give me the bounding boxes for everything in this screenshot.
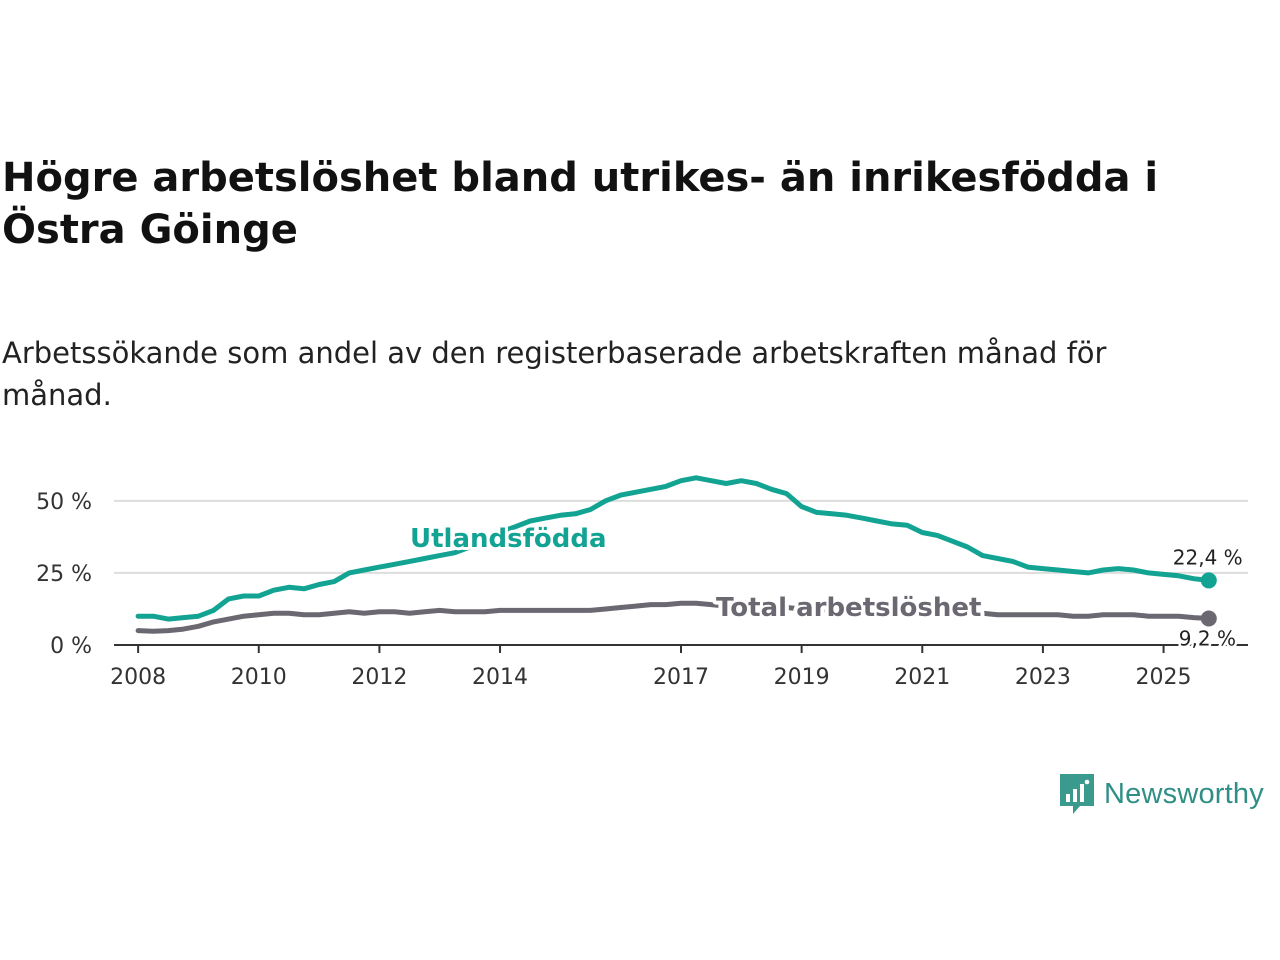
y-tick-label-25: 25 % [36, 562, 92, 587]
x-tick-label-2010: 2010 [231, 665, 287, 690]
end-label-utlandsfodda: 22,4 % [1173, 545, 1243, 569]
x-tick-label-2021: 2021 [894, 665, 950, 690]
x-tick-label-2025: 2025 [1136, 665, 1192, 690]
end-label-total: 9,2 % [1179, 626, 1236, 650]
y-tick-label-0: 0 % [50, 634, 92, 659]
newsworthy-logo[interactable]: Newsworthy [1058, 772, 1264, 816]
series-line-utlandsfodda [135, 475, 1212, 622]
y-tick-label-50: 50 % [36, 490, 92, 515]
x-tick-label-2012: 2012 [351, 665, 407, 690]
chart-subtitle: Arbetssökande som andel av den registerb… [2, 336, 1107, 412]
x-tick-label-2019: 2019 [774, 665, 830, 690]
x-tick-label-2014: 2014 [472, 665, 528, 690]
series-line-total [135, 600, 1212, 634]
series-label-total: Total arbetslöshet [716, 593, 981, 623]
x-tick-label-2023: 2023 [1015, 665, 1071, 690]
newsworthy-logo-text: Newsworthy [1104, 777, 1264, 810]
series-label-utlandsfodda: Utlandsfödda [410, 524, 607, 554]
line-chart: 0 % 25 % 50 % 2008 2010 2012 2014 2017 2019 2021 2… [36, 475, 1248, 690]
end-point-utlandsfodda [1200, 572, 1217, 589]
chart-title: Högre arbetslöshet bland utrikes- än inr… [2, 155, 1159, 253]
newsworthy-logo-icon [1060, 774, 1094, 814]
end-point-total [1200, 610, 1217, 627]
x-tick-label-2008: 2008 [110, 665, 166, 690]
x-tick-label-2017: 2017 [653, 665, 709, 690]
